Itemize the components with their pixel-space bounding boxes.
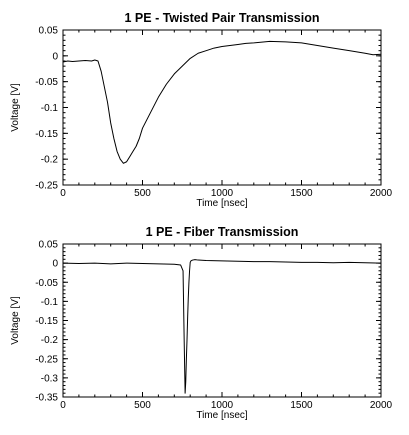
plot-frame xyxy=(62,243,382,398)
y-tick-label: -0.05 xyxy=(35,77,58,88)
y-axis-label: Voltage [V] xyxy=(10,83,21,132)
y-tick-label: -0.25 xyxy=(35,181,58,192)
y-tick-label: -0.35 xyxy=(35,393,58,404)
y-tick-label: -0.15 xyxy=(35,129,58,140)
y-tick-label: -0.2 xyxy=(41,335,59,346)
y-tick-label: -0.25 xyxy=(35,354,58,365)
x-tick-label: 1500 xyxy=(290,400,313,411)
y-tick-label: -0.15 xyxy=(35,316,58,327)
y-tick-label: -0.2 xyxy=(41,155,59,166)
y-tick-label: -0.1 xyxy=(41,103,59,114)
plot-frame xyxy=(62,29,382,186)
y-tick-label: -0.05 xyxy=(35,278,58,289)
x-axis-label: Time [nsec] xyxy=(196,198,248,209)
x-tick-label: 1500 xyxy=(290,188,313,199)
x-tick-label: 2000 xyxy=(370,188,393,199)
y-tick-label: 0.05 xyxy=(39,240,59,251)
y-axis-label: Voltage [V] xyxy=(10,296,21,345)
x-tick-label: 0 xyxy=(60,400,66,411)
x-axis-label: Time [nsec] xyxy=(196,410,248,421)
x-tick-label: 500 xyxy=(134,400,151,411)
x-tick-label: 1000 xyxy=(211,188,234,199)
chart-title: 1 PE - Twisted Pair Transmission xyxy=(125,11,320,25)
y-tick-label: 0 xyxy=(52,259,58,270)
y-tick-label: 0 xyxy=(52,51,58,62)
x-tick-label: 2000 xyxy=(370,400,393,411)
series-line xyxy=(62,40,382,164)
y-tick-label: -0.3 xyxy=(41,373,59,384)
chart-twisted-pair: 1 PE - Twisted Pair Transmission 0 500 1000… xyxy=(10,11,393,209)
x-tick-label: 1000 xyxy=(211,400,234,411)
x-tick-label: 500 xyxy=(134,188,151,199)
y-tick-label: -0.1 xyxy=(41,297,59,308)
chart-title: 1 PE - Fiber Transmission xyxy=(146,225,299,239)
x-tick-label: 0 xyxy=(60,188,66,199)
y-tick-label: 0.05 xyxy=(39,26,59,37)
series-line xyxy=(62,259,382,394)
chart-fiber: 1 PE - Fiber Transmission 0 500 1000 1500 200… xyxy=(10,225,393,421)
